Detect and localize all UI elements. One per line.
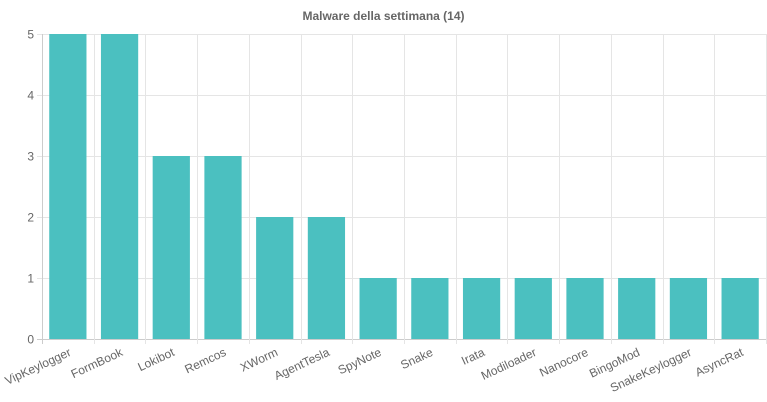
bar[interactable] (514, 278, 552, 339)
bar[interactable] (204, 156, 242, 339)
bar[interactable] (462, 278, 501, 339)
grid-lines (37, 34, 767, 344)
y-tick-label: 3 (27, 150, 34, 164)
x-tick-label: FormBook (69, 345, 126, 382)
y-tick-label: 1 (27, 272, 34, 286)
bar[interactable] (152, 156, 190, 339)
y-tick-label: 5 (27, 28, 34, 42)
x-tick-label: Modiloader (479, 345, 539, 383)
x-tick-label: Lokibot (136, 345, 178, 374)
bar[interactable] (566, 278, 604, 339)
bar[interactable] (618, 278, 656, 339)
x-tick-label: Remcos (182, 345, 228, 376)
bar[interactable] (49, 34, 87, 339)
y-tick-label: 4 (27, 89, 34, 103)
bar[interactable] (359, 278, 397, 339)
x-tick-label: AgentTesla (272, 345, 332, 383)
x-tick-label: VipKeylogger (3, 345, 73, 388)
bar[interactable] (721, 278, 759, 339)
bar[interactable] (411, 278, 449, 339)
y-tick-label: 0 (27, 333, 34, 347)
x-tick-label: AsyncRat (693, 345, 746, 380)
y-tick-label: 2 (27, 211, 34, 225)
x-tick-label: SpyNote (336, 345, 384, 377)
bar[interactable] (669, 278, 708, 339)
bar[interactable] (307, 217, 346, 339)
x-tick-label: Snake (398, 345, 435, 372)
x-tick-label: Irata (459, 345, 487, 368)
y-axis-ticks: 0 1 2 3 4 5 (27, 28, 34, 347)
x-tick-label: Nanocore (537, 345, 590, 380)
chart-title: Malware della settimana (14) (302, 9, 464, 23)
bar[interactable] (256, 217, 294, 339)
bar[interactable] (100, 34, 139, 339)
bars (49, 34, 759, 339)
